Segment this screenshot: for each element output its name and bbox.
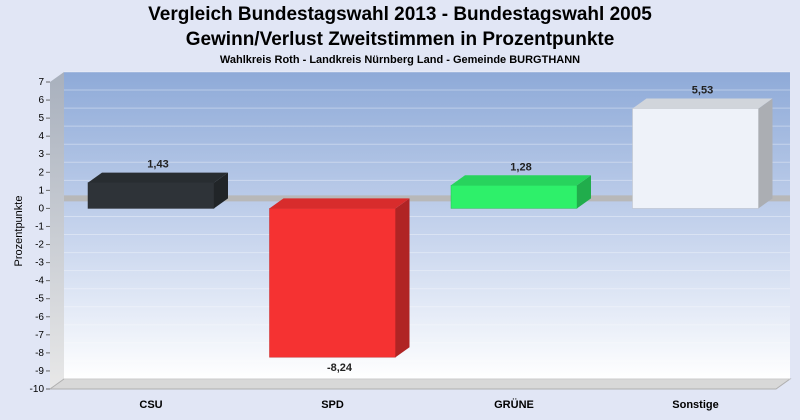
y-tick-label: 0 [38,203,44,214]
x-tick-label: CSU [139,399,162,411]
chart-caption: Wahlkreis Roth - Landkreis Nürnberg Land… [219,54,581,66]
chart-subtitle: Gewinn/Verlust Zweitstimmen in Prozentpu… [185,29,615,50]
x-tick-label: Sonstige [672,399,718,411]
chart-title: Vergleich Bundestagswahl 2013 - Bundesta… [148,4,652,25]
plot-back-wall [64,72,790,379]
y-tick-label: -7 [35,330,44,341]
bar-sonstige [632,98,773,209]
y-tick-label: 7 [38,77,44,88]
y-tick-label: 2 [38,167,44,178]
y-tick-label: -2 [35,240,44,251]
y-tick-label: -4 [35,276,44,287]
y-tick-label: 3 [38,149,44,160]
data-label: 1,28 [510,161,531,173]
y-tick-label: -1 [35,221,44,232]
bar-csu [87,172,228,209]
bar-spd [269,198,410,358]
plot-floor [48,378,792,390]
y-tick-label: 5 [38,113,44,124]
y-tick-label: -6 [35,312,44,323]
y-tick-label: -10 [30,384,45,395]
y-tick-label: -9 [35,366,44,377]
y-tick-label: 1 [38,185,44,196]
data-label: -8,24 [327,362,353,374]
data-label: 1,43 [147,159,168,171]
y-tick-label: 4 [38,131,44,142]
plot-left-wall [50,72,64,389]
y-tick-label: -8 [35,348,44,359]
x-tick-label: SPD [321,399,344,411]
y-tick-label: -3 [35,258,44,269]
bar-grüne [450,175,591,209]
x-tick-label: GRÜNE [494,398,534,411]
y-tick-label: 6 [38,95,44,106]
data-label: 5,53 [692,85,713,97]
y-tick-label: -5 [35,294,44,305]
y-axis-label: Prozentpunkte [13,196,25,267]
